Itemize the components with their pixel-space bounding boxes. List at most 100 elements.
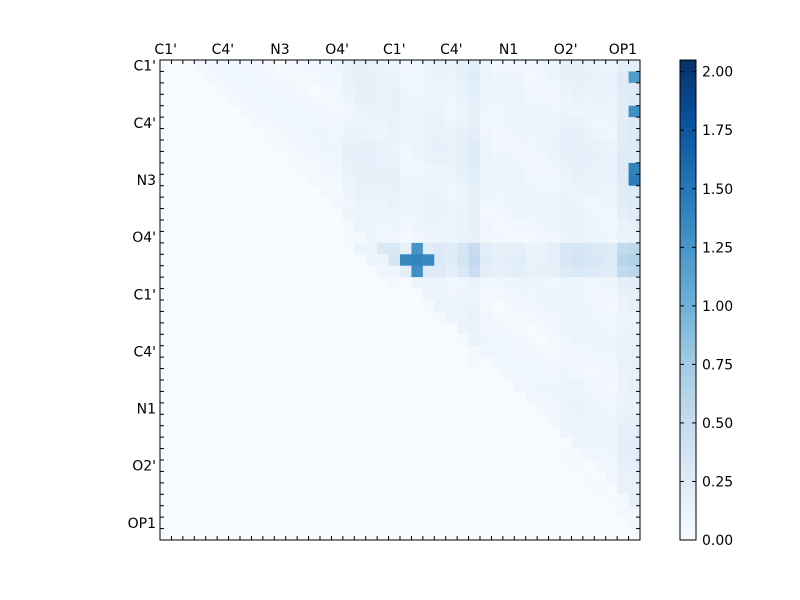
heatmap-cell [468, 231, 481, 244]
heatmap-cell [491, 311, 504, 324]
heatmap-cell [594, 162, 607, 175]
heatmap-cell [365, 220, 378, 232]
heatmap-cell [502, 368, 515, 381]
heatmap-cell [594, 185, 607, 198]
heatmap-cell [480, 300, 492, 312]
heatmap-cell [571, 128, 584, 141]
heatmap-cell [377, 128, 389, 141]
heatmap-cell [594, 60, 607, 72]
heatmap-cell [377, 174, 389, 187]
heatmap-cell [342, 94, 355, 107]
heatmap-cell [548, 82, 561, 95]
heatmap-cell [331, 60, 344, 72]
heatmap-cell [388, 277, 401, 289]
heatmap-cell [262, 71, 275, 84]
heatmap-cell [411, 254, 424, 267]
heatmap-cell [582, 288, 595, 301]
heatmap-cell [582, 471, 595, 484]
heatmap-cell [525, 357, 538, 369]
heatmap-cell [514, 300, 527, 312]
heatmap-cell [571, 117, 584, 129]
heatmap-cell [514, 60, 527, 72]
heatmap-cell [571, 334, 584, 347]
heatmap-cell [468, 334, 481, 347]
heatmap-cell [491, 208, 504, 221]
heatmap-cell [514, 208, 527, 221]
heatmap-cell [457, 185, 469, 198]
heatmap-cell [491, 174, 504, 187]
heatmap-cell [605, 345, 618, 358]
heatmap-cell [594, 322, 607, 335]
heatmap-cell [502, 334, 515, 347]
heatmap-cell [571, 105, 584, 118]
heatmap-cell [594, 425, 607, 438]
heatmap-cell [400, 185, 412, 198]
heatmap-cell [365, 162, 378, 175]
y-tick-label: C1' [133, 287, 156, 303]
heatmap-cell [502, 288, 515, 301]
heatmap-cell [594, 128, 607, 141]
heatmap-cell [422, 265, 435, 278]
heatmap-cell [331, 185, 344, 198]
heatmap-cell [628, 322, 641, 335]
heatmap-cell [525, 334, 538, 347]
heatmap-cell [537, 345, 549, 358]
heatmap-cell [445, 220, 458, 232]
heatmap-cell [411, 94, 424, 107]
heatmap-cell [571, 71, 584, 84]
heatmap-cell [468, 197, 481, 209]
heatmap-cell [320, 71, 332, 84]
heatmap-cell [354, 151, 367, 164]
heatmap-cell [377, 117, 389, 129]
heatmap-cell [571, 277, 584, 289]
heatmap-cell [445, 197, 458, 209]
colorbar-tick-label: 0.00 [702, 533, 733, 549]
heatmap-cell [525, 208, 538, 221]
heatmap-cell [560, 311, 572, 324]
heatmap-cell [262, 94, 275, 107]
heatmap-cell [445, 174, 458, 187]
heatmap-cell [354, 105, 367, 118]
heatmap-cell [605, 402, 618, 415]
heatmap-cell [342, 208, 355, 221]
heatmap-cell [628, 505, 641, 518]
y-tick-label: OP1 [128, 516, 156, 532]
heatmap-cell [617, 140, 629, 152]
heatmap-cell [491, 94, 504, 107]
heatmap-cell [548, 60, 561, 72]
heatmap-cell [582, 425, 595, 438]
heatmap-cell [468, 162, 481, 175]
heatmap-cell [468, 185, 481, 198]
heatmap-cell [457, 82, 469, 95]
heatmap-cell [285, 71, 298, 84]
heatmap-cell [457, 231, 469, 244]
heatmap-cell [457, 322, 469, 335]
x-tick-label: N3 [270, 42, 289, 58]
heatmap-cell [525, 220, 538, 232]
heatmap-cell [582, 197, 595, 209]
heatmap-cell [365, 254, 378, 267]
heatmap-cell [582, 254, 595, 267]
heatmap-cell [411, 185, 424, 198]
heatmap-cell [240, 71, 252, 84]
heatmap-cell [434, 185, 447, 198]
heatmap-cell [502, 220, 515, 232]
heatmap-cell [525, 197, 538, 209]
colorbar-ticks: 0.00 0.25 0.50 0.75 1.00 1.25 1.50 1.75 2.00 [680, 65, 733, 549]
heatmap-cell [548, 71, 561, 84]
heatmap-cell [514, 311, 527, 324]
heatmap-cell [560, 151, 572, 164]
heatmap-cell [445, 277, 458, 289]
heatmap-cell [400, 82, 412, 95]
heatmap-cell [582, 162, 595, 175]
heatmap-cell [560, 300, 572, 312]
heatmap-cell [571, 82, 584, 95]
heatmap-cell [628, 220, 641, 232]
heatmap-cell [560, 82, 572, 95]
heatmap-cell [457, 220, 469, 232]
heatmap-cell [582, 402, 595, 415]
heatmap-cell [262, 117, 275, 129]
heatmap-cell [548, 151, 561, 164]
heatmap-cell [560, 208, 572, 221]
heatmap-cell [400, 162, 412, 175]
